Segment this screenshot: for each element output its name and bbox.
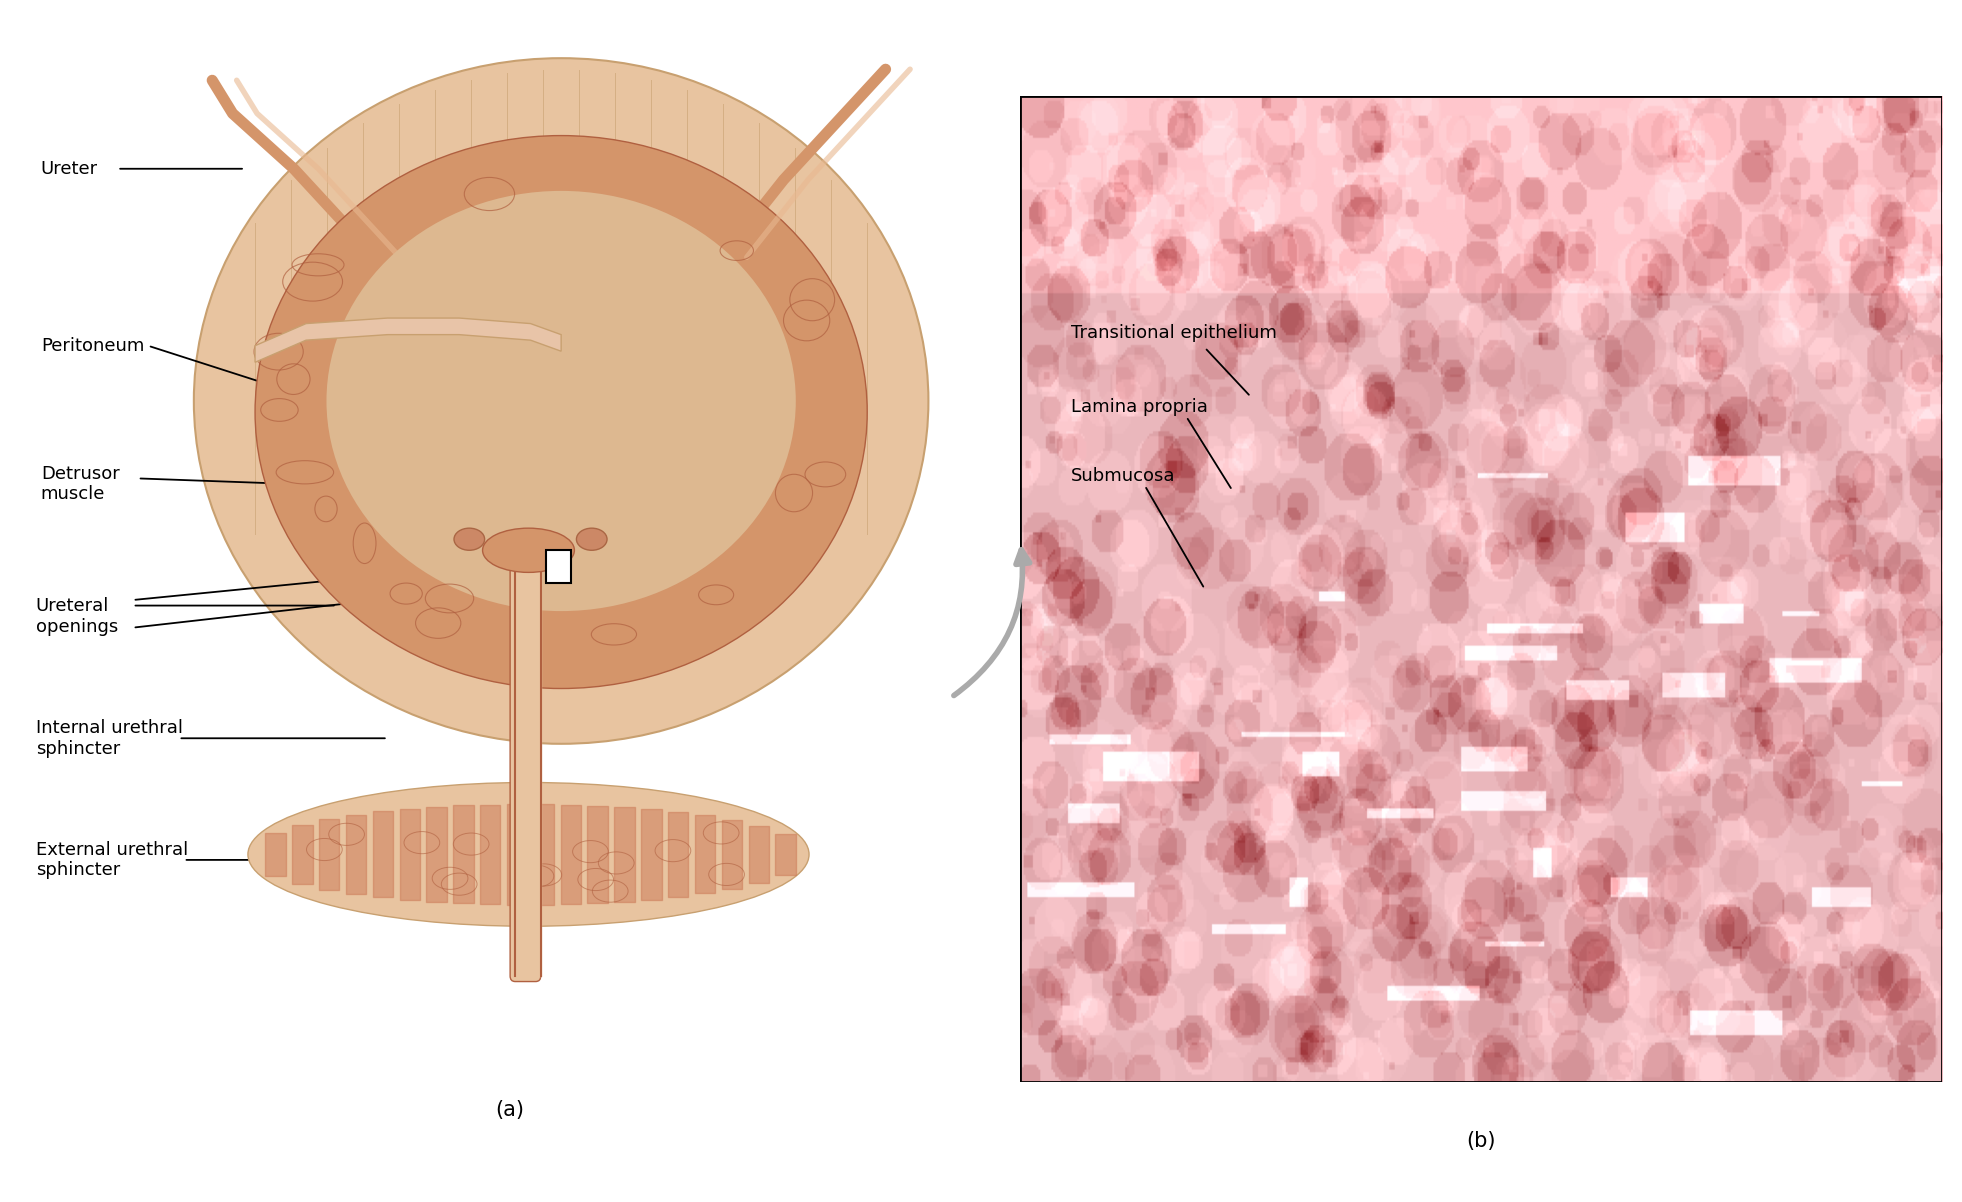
Ellipse shape [453, 528, 485, 551]
Text: Submucosa: Submucosa [1071, 466, 1175, 484]
Ellipse shape [247, 783, 808, 927]
Bar [545, 551, 571, 583]
Text: (a): (a) [496, 1100, 524, 1120]
Ellipse shape [483, 528, 575, 572]
Polygon shape [255, 319, 561, 362]
Text: Internal urethral
sphincter: Internal urethral sphincter [35, 719, 182, 757]
Ellipse shape [255, 136, 867, 689]
Ellipse shape [326, 191, 797, 611]
Text: Transitional epithelium: Transitional epithelium [1071, 323, 1277, 341]
Text: External urethral
sphincter: External urethral sphincter [35, 840, 188, 880]
Text: Ureter: Ureter [41, 160, 98, 178]
Text: Peritoneum: Peritoneum [41, 337, 143, 355]
FancyArrowPatch shape [954, 549, 1030, 696]
FancyBboxPatch shape [510, 540, 542, 982]
Text: Detrusor
muscle: Detrusor muscle [41, 464, 120, 504]
Ellipse shape [577, 528, 606, 551]
Ellipse shape [194, 58, 928, 744]
Text: Ureteral
openings: Ureteral openings [35, 597, 118, 636]
Text: Lamina propria: Lamina propria [1071, 398, 1209, 416]
Text: (b): (b) [1466, 1131, 1497, 1152]
